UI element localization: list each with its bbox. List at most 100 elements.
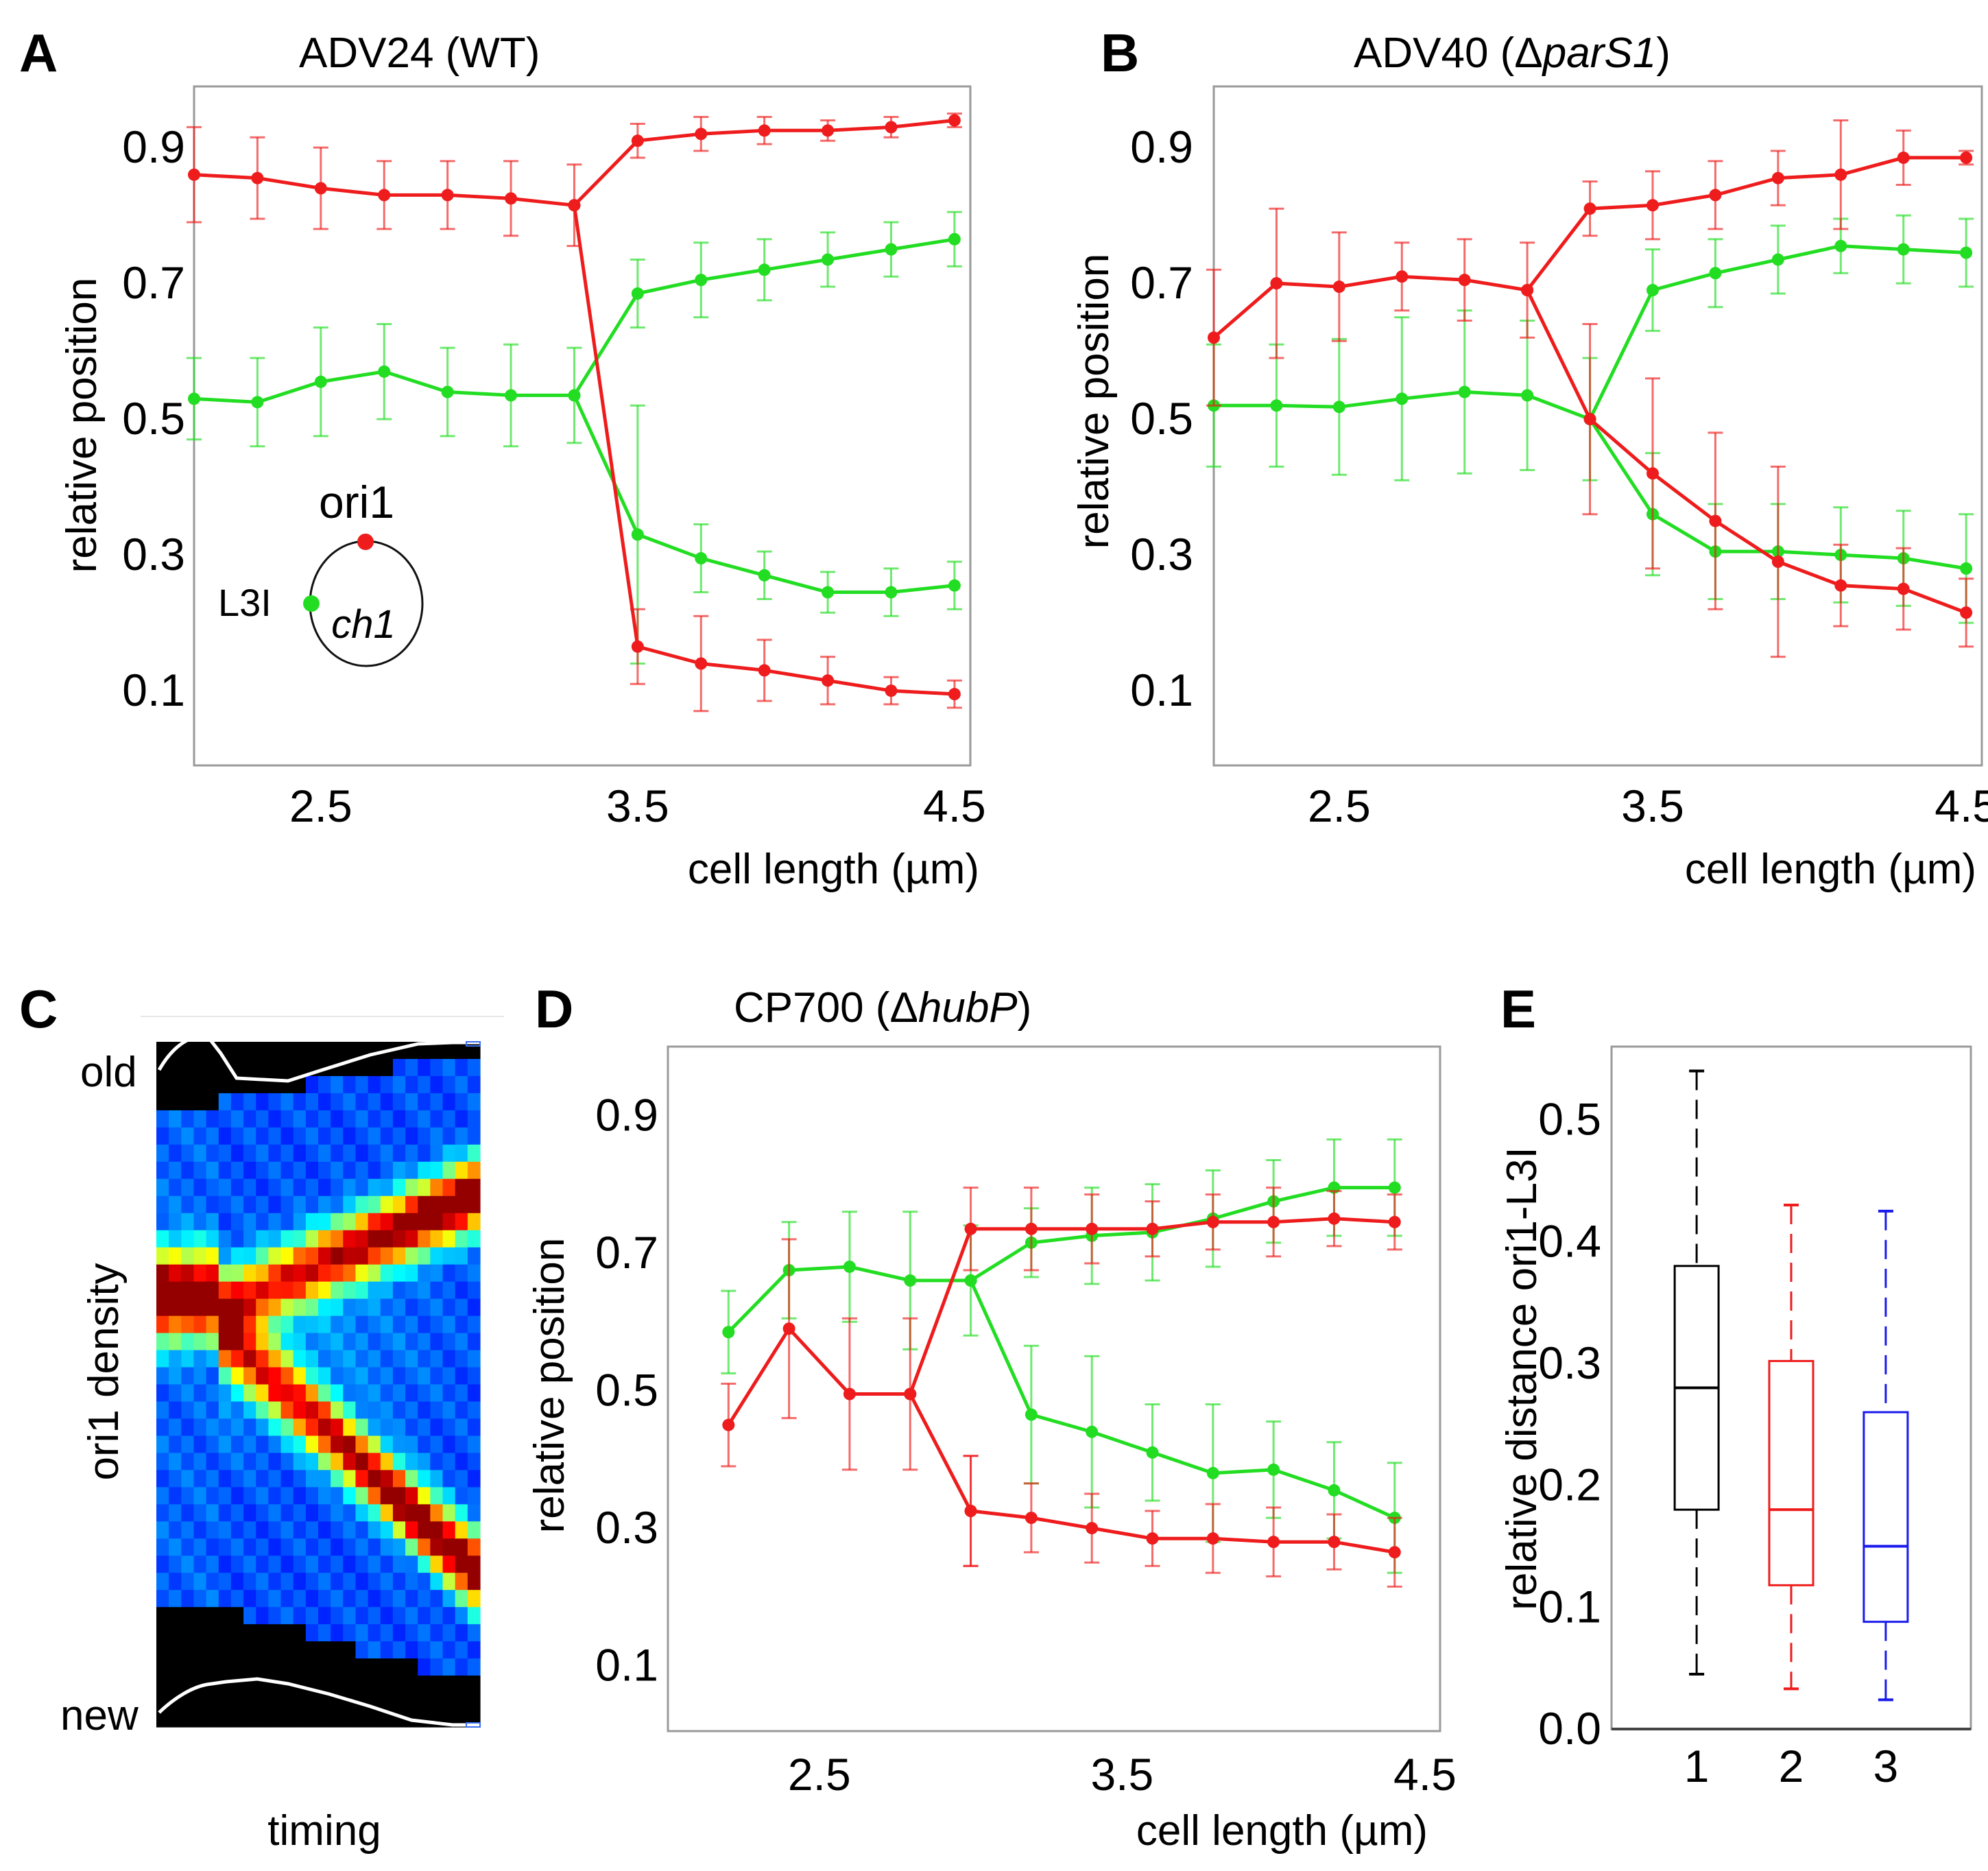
heatmap-cell <box>218 1641 232 1659</box>
panel-a-marks <box>187 112 962 713</box>
heatmap-cell <box>318 1470 331 1488</box>
heatmap-cell <box>418 1367 431 1385</box>
heatmap-cell <box>156 1676 169 1693</box>
data-point <box>1206 1532 1219 1545</box>
heatmap-cell <box>331 1367 344 1385</box>
heatmap-cell <box>368 1127 381 1145</box>
heatmap-cell <box>318 1504 331 1522</box>
heatmap-cell <box>392 1470 406 1488</box>
data-point <box>885 684 898 698</box>
heatmap-cell <box>218 1504 232 1522</box>
heatmap-cell <box>430 1315 444 1334</box>
heatmap-cell <box>442 1435 456 1454</box>
heatmap-cell <box>355 1384 369 1403</box>
heatmap-cell <box>243 1350 256 1368</box>
heatmap-cell <box>331 1213 344 1231</box>
heatmap-cell <box>243 1161 256 1180</box>
heatmap-cell <box>355 1556 369 1573</box>
heatmap-cell <box>293 1144 307 1163</box>
heatmap-cell <box>430 1127 444 1145</box>
heatmap-cell <box>181 1110 195 1128</box>
data-point <box>631 134 644 147</box>
heatmap-cell <box>455 1350 468 1368</box>
heatmap-cell <box>318 1195 331 1214</box>
heatmap-cell <box>392 1264 406 1283</box>
heatmap-cell <box>368 1315 381 1334</box>
heatmap-cell <box>156 1573 169 1590</box>
heatmap-cell <box>206 1710 219 1728</box>
heatmap-cell <box>318 1487 331 1505</box>
heatmap-cell <box>206 1230 219 1248</box>
data-point <box>1328 1212 1341 1225</box>
heatmap-cell <box>343 1556 357 1573</box>
data-point <box>1834 579 1847 592</box>
heatmap-cell <box>230 1127 244 1145</box>
heatmap-cell <box>343 1384 357 1403</box>
data-point <box>1267 1536 1280 1549</box>
data-point <box>843 1260 856 1273</box>
data-point <box>1206 1215 1219 1228</box>
heatmap-cell <box>430 1333 444 1351</box>
heatmap-cell <box>230 1298 244 1317</box>
heatmap-cell <box>380 1384 394 1403</box>
heatmap-cell <box>268 1350 282 1368</box>
heatmap-cell <box>156 1470 169 1488</box>
heatmap-cell <box>467 1418 481 1437</box>
data-point <box>1328 1483 1341 1497</box>
heatmap-cell <box>169 1315 182 1334</box>
heatmap-cell <box>318 1093 331 1111</box>
heatmap-cell <box>193 1453 207 1470</box>
heatmap-cell <box>392 1315 406 1334</box>
heatmap-cell <box>430 1247 444 1265</box>
heatmap-cell <box>230 1435 244 1454</box>
heatmap-cell <box>418 1453 431 1470</box>
heatmap-cell <box>455 1075 468 1094</box>
heatmap-cell <box>230 1573 244 1590</box>
l3i-locus-dot <box>303 595 320 612</box>
heatmap-cell <box>193 1127 207 1145</box>
data-point <box>505 389 518 402</box>
heatmap-cell <box>368 1384 381 1403</box>
heatmap-cell <box>193 1658 207 1676</box>
heatmap-cell <box>418 1195 431 1214</box>
heatmap-cell <box>305 1264 319 1283</box>
heatmap-cell <box>405 1573 418 1590</box>
data-point <box>695 274 708 287</box>
heatmap-cell <box>243 1144 256 1163</box>
heatmap-cell <box>280 1453 294 1470</box>
heatmap-cell <box>169 1710 182 1728</box>
heatmap-cell <box>355 1676 369 1693</box>
data-point <box>722 1326 735 1339</box>
heatmap-cell <box>169 1521 182 1539</box>
heatmap-cell <box>392 1110 406 1128</box>
heatmap-cell <box>467 1641 481 1659</box>
heatmap-cell <box>206 1195 219 1214</box>
heatmap-cell <box>467 1247 481 1265</box>
heatmap-cell <box>331 1658 344 1676</box>
heatmap-cell <box>193 1470 207 1488</box>
heatmap-cell <box>343 1607 357 1625</box>
heatmap-cell <box>243 1178 256 1197</box>
heatmap-cell <box>169 1110 182 1128</box>
heatmap-cell <box>418 1573 431 1590</box>
heatmap-cell <box>455 1093 468 1111</box>
heatmap-cell <box>293 1161 307 1180</box>
heatmap-cell <box>169 1624 182 1642</box>
heatmap-cell <box>380 1367 394 1385</box>
heatmap-cell <box>318 1676 331 1693</box>
heatmap-cell <box>343 1127 357 1145</box>
heatmap-cell <box>280 1504 294 1522</box>
heatmap-cell <box>467 1453 481 1470</box>
heatmap-cell <box>156 1418 169 1437</box>
heatmap-cell <box>193 1641 207 1659</box>
heatmap-cell <box>318 1230 331 1248</box>
heatmap-cell <box>206 1144 219 1163</box>
heatmap-cell <box>169 1401 182 1420</box>
heatmap-cell <box>318 1624 331 1642</box>
heatmap-cell <box>243 1042 256 1060</box>
heatmap-cell <box>256 1093 269 1111</box>
heatmap-cell <box>268 1521 282 1539</box>
heatmap-cell <box>418 1556 431 1573</box>
heatmap-cell <box>268 1264 282 1283</box>
heatmap-cell <box>256 1573 269 1590</box>
